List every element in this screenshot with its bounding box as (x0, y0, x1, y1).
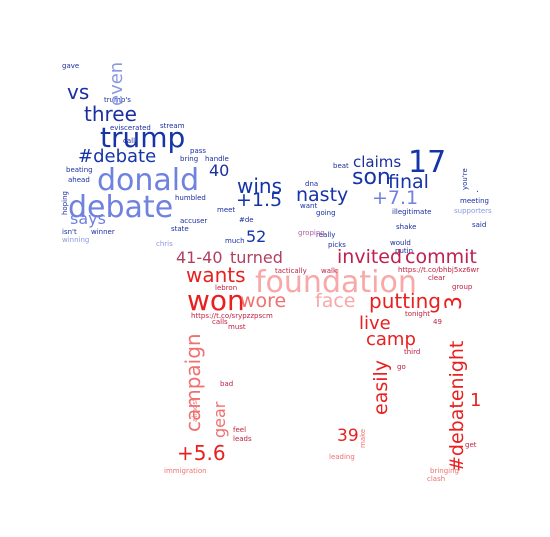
word-62: tactically (275, 267, 307, 275)
word-77: 49 (433, 318, 442, 326)
word-94: leading (329, 453, 355, 461)
word-82: easily (370, 359, 392, 415)
word-81: go (397, 363, 406, 371)
word-72: calls (212, 318, 228, 326)
word-30: +1.5 (236, 189, 283, 211)
word-45: chris (156, 240, 173, 248)
word-61: foundation (255, 265, 417, 300)
word-66: group (452, 283, 473, 291)
word-38: says (70, 209, 106, 228)
word-79: third (404, 348, 421, 356)
word-84: almost (191, 398, 199, 422)
word-92: +5.6 (177, 441, 226, 465)
word-13: 17 (408, 145, 447, 180)
word-73: must (228, 323, 246, 331)
word-16: ahead (68, 176, 90, 184)
word-7: stream (160, 122, 185, 130)
word-53: would (390, 239, 411, 247)
word-35: meeting (460, 197, 490, 205)
word-44: state (171, 225, 189, 233)
word-40: isn't (62, 228, 77, 236)
word-46: much (225, 237, 245, 245)
word-95: immigration (164, 467, 207, 475)
word-50: said (472, 221, 487, 229)
word-78: camp (366, 329, 416, 350)
word-68: wore (240, 290, 287, 312)
word-75: tonight (405, 310, 431, 318)
word-83: bad (220, 380, 234, 388)
word-32: +7.1 (372, 187, 419, 209)
word-5: trump (100, 121, 186, 154)
word-71: https://t.co/srypzzpscm (191, 312, 273, 320)
word-97: clash (427, 475, 446, 483)
word-18: 40 (209, 161, 230, 180)
word-20: son (352, 165, 391, 190)
word-60: wants (186, 263, 246, 287)
word-17: donald (97, 163, 200, 198)
word-74: live (359, 313, 391, 334)
word-52: picks (328, 241, 346, 249)
word-1: trump's (104, 96, 131, 104)
word-58: commit (405, 246, 477, 268)
word-22: you're (461, 168, 469, 190)
word-24: dna (305, 180, 319, 188)
word-6: eviscerated (110, 124, 151, 132)
word-37: hoping (61, 191, 69, 215)
word-59: https://t.co/bhbj5xz6wr (398, 266, 480, 274)
word-47: 52 (246, 227, 267, 246)
word-15: beating (66, 166, 93, 174)
word-64: lebron (215, 284, 238, 292)
word-42: winning (62, 236, 90, 244)
word-26: going (316, 209, 336, 217)
word-76: 3 (442, 296, 467, 310)
word-31: nasty (296, 184, 349, 206)
word-70: putting (369, 289, 441, 313)
word-85: gear (210, 401, 229, 438)
word-39: #de (239, 216, 254, 224)
word-12: handle (205, 155, 229, 163)
word-49: shake (396, 223, 417, 231)
word-56: turned (230, 248, 283, 267)
word-3: vs (67, 80, 90, 104)
word-36: supporters (454, 207, 492, 215)
word-57: invited (337, 246, 403, 268)
word-91: make (359, 428, 367, 448)
word-21: final (388, 171, 429, 193)
word-34: . (476, 185, 479, 195)
word-8: call (123, 137, 136, 145)
word-19: beat (333, 162, 349, 170)
word-25: want (300, 202, 318, 210)
word-69: face (315, 290, 356, 312)
word-14: claims (353, 153, 402, 171)
word-33: illegitimate (392, 208, 432, 216)
word-67: won (187, 284, 245, 317)
word-51: groping (298, 229, 325, 237)
word-10: #debate (78, 146, 157, 167)
word-11: bring (180, 155, 199, 163)
word-86: 1 (470, 390, 482, 411)
word-89: leads (233, 435, 252, 443)
word-55: 41-40 (176, 248, 223, 267)
word-54: putin (395, 247, 414, 255)
word-88: feel (233, 426, 247, 434)
word-27: debate (68, 190, 174, 225)
word-9: pass (190, 147, 207, 155)
word-96: bringing (430, 467, 459, 475)
word-29: meet (217, 206, 236, 214)
word-48: really (316, 231, 336, 239)
word-23: wins (237, 174, 283, 198)
word-90: 39 (337, 426, 359, 446)
word-87: #debatenight (446, 340, 468, 472)
word-2: even (106, 61, 127, 106)
word-63: walk (321, 267, 338, 275)
word-4: three (84, 102, 137, 126)
word-28: humbled (175, 194, 206, 202)
word-0: gave (62, 62, 80, 70)
word-41: winner (91, 228, 115, 236)
word-93: get (465, 441, 477, 449)
word-65: clear (428, 274, 446, 282)
word-43: accuser (180, 217, 208, 225)
